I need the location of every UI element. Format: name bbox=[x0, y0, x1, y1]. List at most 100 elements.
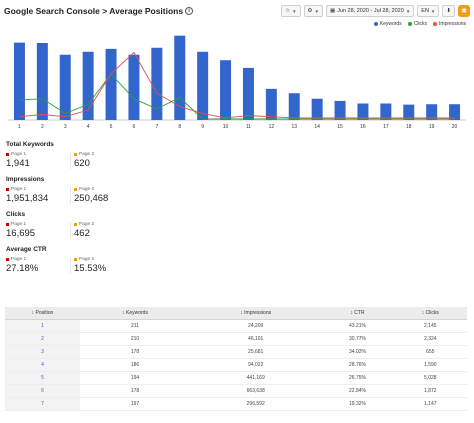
bar-keywords[interactable] bbox=[426, 104, 438, 120]
info-icon[interactable]: i bbox=[185, 7, 194, 15]
column-header-label: CTR bbox=[354, 309, 365, 316]
stat-impressions: Impressions Page 1 1,951,834 Page 2 250,46… bbox=[6, 176, 136, 204]
page2-marker bbox=[74, 223, 77, 226]
stat-label: Page 1 bbox=[11, 222, 27, 227]
cell-impressions: 24,209 bbox=[190, 319, 322, 333]
stat-value: 16,695 bbox=[6, 228, 36, 239]
cell-ctr: 28.76% bbox=[321, 358, 394, 372]
page1-marker bbox=[6, 188, 9, 191]
bar-keywords[interactable] bbox=[105, 48, 117, 120]
cell-position[interactable]: 6 bbox=[5, 384, 80, 398]
bar-keywords[interactable] bbox=[197, 51, 209, 120]
legend-dot-impressions bbox=[433, 22, 438, 26]
bar-keywords[interactable] bbox=[403, 104, 415, 120]
favorite-button[interactable]: ☆ ▼ bbox=[281, 5, 301, 17]
cell-position[interactable]: 5 bbox=[5, 371, 80, 385]
bar-keywords[interactable] bbox=[265, 88, 277, 120]
bar-keywords[interactable] bbox=[128, 54, 140, 120]
language-selector[interactable]: EN ▼ bbox=[417, 5, 440, 17]
page2-marker bbox=[74, 258, 77, 261]
bar-keywords[interactable] bbox=[151, 47, 163, 121]
column-header-label: Position bbox=[35, 309, 54, 316]
site-selector-button[interactable]: ⚙ ▼ bbox=[303, 5, 323, 17]
stat-page2: Page 2 15.53% bbox=[70, 257, 134, 274]
cell-clicks: 2,324 bbox=[393, 332, 467, 346]
table-row: 3 178 25,681 34.02% 655 bbox=[5, 345, 467, 359]
x-tick-label: 5 bbox=[110, 124, 113, 130]
x-tick-label: 15 bbox=[337, 124, 343, 130]
x-tick-label: 7 bbox=[155, 124, 158, 130]
bar-keywords[interactable] bbox=[311, 98, 323, 120]
column-header-label: Impressions bbox=[244, 309, 272, 316]
cell-clicks: 1,147 bbox=[393, 397, 467, 411]
x-tick-label: 6 bbox=[133, 124, 136, 130]
x-tick-label: 8 bbox=[178, 124, 181, 130]
bar-keywords[interactable] bbox=[220, 60, 232, 120]
column-header-keywords[interactable]: ↕ Keywords bbox=[80, 307, 191, 320]
date-range-label: Jun 28, 2020 - Jul 28, 2020 bbox=[337, 8, 404, 14]
bar-keywords[interactable] bbox=[174, 35, 186, 120]
cell-ctr: 34.02% bbox=[321, 345, 394, 359]
stat-title: Average CTR bbox=[6, 246, 47, 253]
bar-keywords[interactable] bbox=[59, 54, 71, 120]
x-tick-label: 2 bbox=[41, 124, 44, 130]
x-tick-label: 10 bbox=[223, 124, 229, 130]
column-header-clicks[interactable]: ↕ Clicks bbox=[393, 307, 467, 320]
bar-keywords[interactable] bbox=[36, 43, 48, 120]
cell-ctr: 43.21% bbox=[321, 319, 394, 333]
star-icon: ☆ bbox=[285, 8, 291, 14]
bar-keywords[interactable] bbox=[288, 93, 300, 120]
bar-keywords[interactable] bbox=[242, 67, 254, 120]
cell-keywords: 210 bbox=[80, 332, 191, 346]
x-tick-label: 12 bbox=[269, 124, 275, 130]
legend-item-clicks[interactable]: Clicks bbox=[407, 21, 427, 27]
column-header-position[interactable]: ↕ Position bbox=[5, 307, 80, 320]
settings-button[interactable]: ✱ bbox=[458, 5, 470, 17]
cell-position[interactable]: 1 bbox=[5, 319, 80, 333]
stat-title: Total Keywords bbox=[6, 141, 54, 148]
column-header-ctr[interactable]: ↕ CTR bbox=[321, 307, 394, 320]
bar-keywords[interactable] bbox=[449, 104, 461, 120]
stat-page1: Page 1 16,695 bbox=[6, 222, 70, 239]
date-range-picker[interactable]: ▦ Jun 28, 2020 - Jul 28, 2020 ▼ bbox=[325, 5, 415, 17]
stat-value: 462 bbox=[74, 228, 90, 239]
table-body: 1 211 24,209 43.21% 2,145 2 210 46,101 30.77% 2,3… bbox=[5, 319, 467, 411]
bar-keywords[interactable] bbox=[357, 103, 369, 121]
cell-clicks: 1,590 bbox=[393, 358, 467, 372]
column-header-impressions[interactable]: ↕ Impressions bbox=[190, 307, 322, 320]
bar-keywords[interactable] bbox=[380, 103, 392, 121]
table-row: 1 211 24,209 43.21% 2,145 bbox=[5, 319, 467, 333]
x-tick-label: 16 bbox=[360, 124, 366, 130]
cell-keywords: 211 bbox=[80, 319, 191, 333]
download-button[interactable]: ⬇ bbox=[442, 5, 455, 17]
stat-title: Clicks bbox=[6, 211, 26, 218]
page2-marker bbox=[74, 153, 77, 156]
page1-marker bbox=[6, 153, 9, 156]
table-row: 4 186 94,022 28.76% 1,590 bbox=[5, 358, 467, 372]
x-tick-label: 3 bbox=[64, 124, 67, 130]
legend-item-impressions[interactable]: Impressions bbox=[433, 21, 466, 27]
stat-value: 27.18% bbox=[6, 263, 39, 274]
cell-position[interactable]: 4 bbox=[5, 358, 80, 372]
cell-impressions: 25,681 bbox=[190, 345, 322, 359]
stat-average-ctr: Average CTR Page 1 27.18% Page 2 15.53% bbox=[6, 246, 136, 274]
bar-keywords[interactable] bbox=[82, 51, 94, 120]
legend-item-keywords[interactable]: Keywords bbox=[373, 21, 402, 27]
stat-label: Page 1 bbox=[11, 152, 27, 157]
positions-table: ↕ Position ↕ Keywords ↕ Impressions ↕ CT… bbox=[5, 307, 467, 411]
cell-ctr: 19.32% bbox=[321, 397, 394, 411]
stat-value: 250,468 bbox=[74, 193, 109, 204]
cell-position[interactable]: 3 bbox=[5, 345, 80, 359]
cell-position[interactable]: 7 bbox=[5, 397, 80, 411]
cell-position[interactable]: 2 bbox=[5, 332, 80, 346]
header: Google Search Console > Average Position… bbox=[4, 3, 470, 19]
stat-title: Impressions bbox=[6, 176, 45, 183]
cell-clicks: 1,872 bbox=[393, 384, 467, 398]
cell-ctr: 22.84% bbox=[321, 384, 394, 398]
stat-label: Page 2 bbox=[79, 152, 95, 157]
stat-clicks: Clicks Page 1 16,695 Page 2 462 bbox=[6, 211, 136, 239]
bar-keywords[interactable] bbox=[13, 42, 25, 120]
page-title: Google Search Console > Average Position… bbox=[4, 6, 184, 16]
x-tick-label: 20 bbox=[452, 124, 458, 130]
bar-keywords[interactable] bbox=[334, 100, 346, 120]
